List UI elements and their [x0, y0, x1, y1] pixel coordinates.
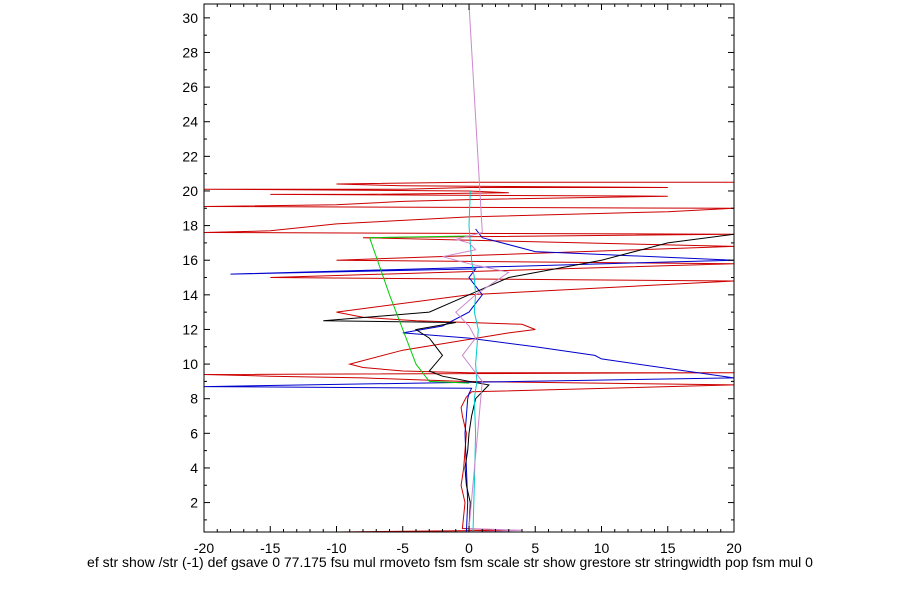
y-tick-label: 2 [190, 495, 198, 511]
series-line-4 [368, 235, 470, 384]
y-tick-label: 4 [190, 460, 198, 476]
x-tick-label: 0 [465, 540, 473, 556]
y-tick-label: 16 [182, 252, 198, 268]
x-axis-label: ef str show /str (-1) def gsave 0 77.175… [87, 554, 813, 570]
x-tick-label: 15 [660, 540, 676, 556]
x-tick-label: -20 [194, 540, 214, 556]
series-line-6 [442, 4, 523, 532]
series-line-1 [204, 181, 734, 532]
y-tick-label: 24 [182, 114, 198, 130]
y-tick-label: 14 [182, 287, 198, 303]
x-tick-label: -15 [260, 540, 280, 556]
x-tick-label: 5 [531, 540, 539, 556]
series-line-2 [204, 228, 734, 532]
x-tick-label: -5 [397, 540, 410, 556]
y-tick-label: 30 [182, 10, 198, 26]
y-tick-label: 10 [182, 356, 198, 372]
x-tick-label: 20 [726, 540, 742, 556]
y-tick-label: 18 [182, 218, 198, 234]
ticks-layer: -20 -15 -10 -5 0 5 10 15 20246810121416182022242… [182, 4, 742, 556]
y-tick-label: 6 [190, 425, 198, 441]
series-line-5 [468, 190, 479, 532]
y-tick-label: 12 [182, 321, 198, 337]
y-tick-label: 8 [190, 391, 198, 407]
x-tick-label: -10 [326, 540, 346, 556]
y-tick-label: 22 [182, 148, 198, 164]
y-tick-label: 20 [182, 183, 198, 199]
series-line-3 [323, 233, 734, 529]
x-tick-label: 10 [594, 540, 610, 556]
y-tick-label: 28 [182, 44, 198, 60]
y-tick-label: 26 [182, 79, 198, 95]
series-layer [204, 4, 734, 532]
